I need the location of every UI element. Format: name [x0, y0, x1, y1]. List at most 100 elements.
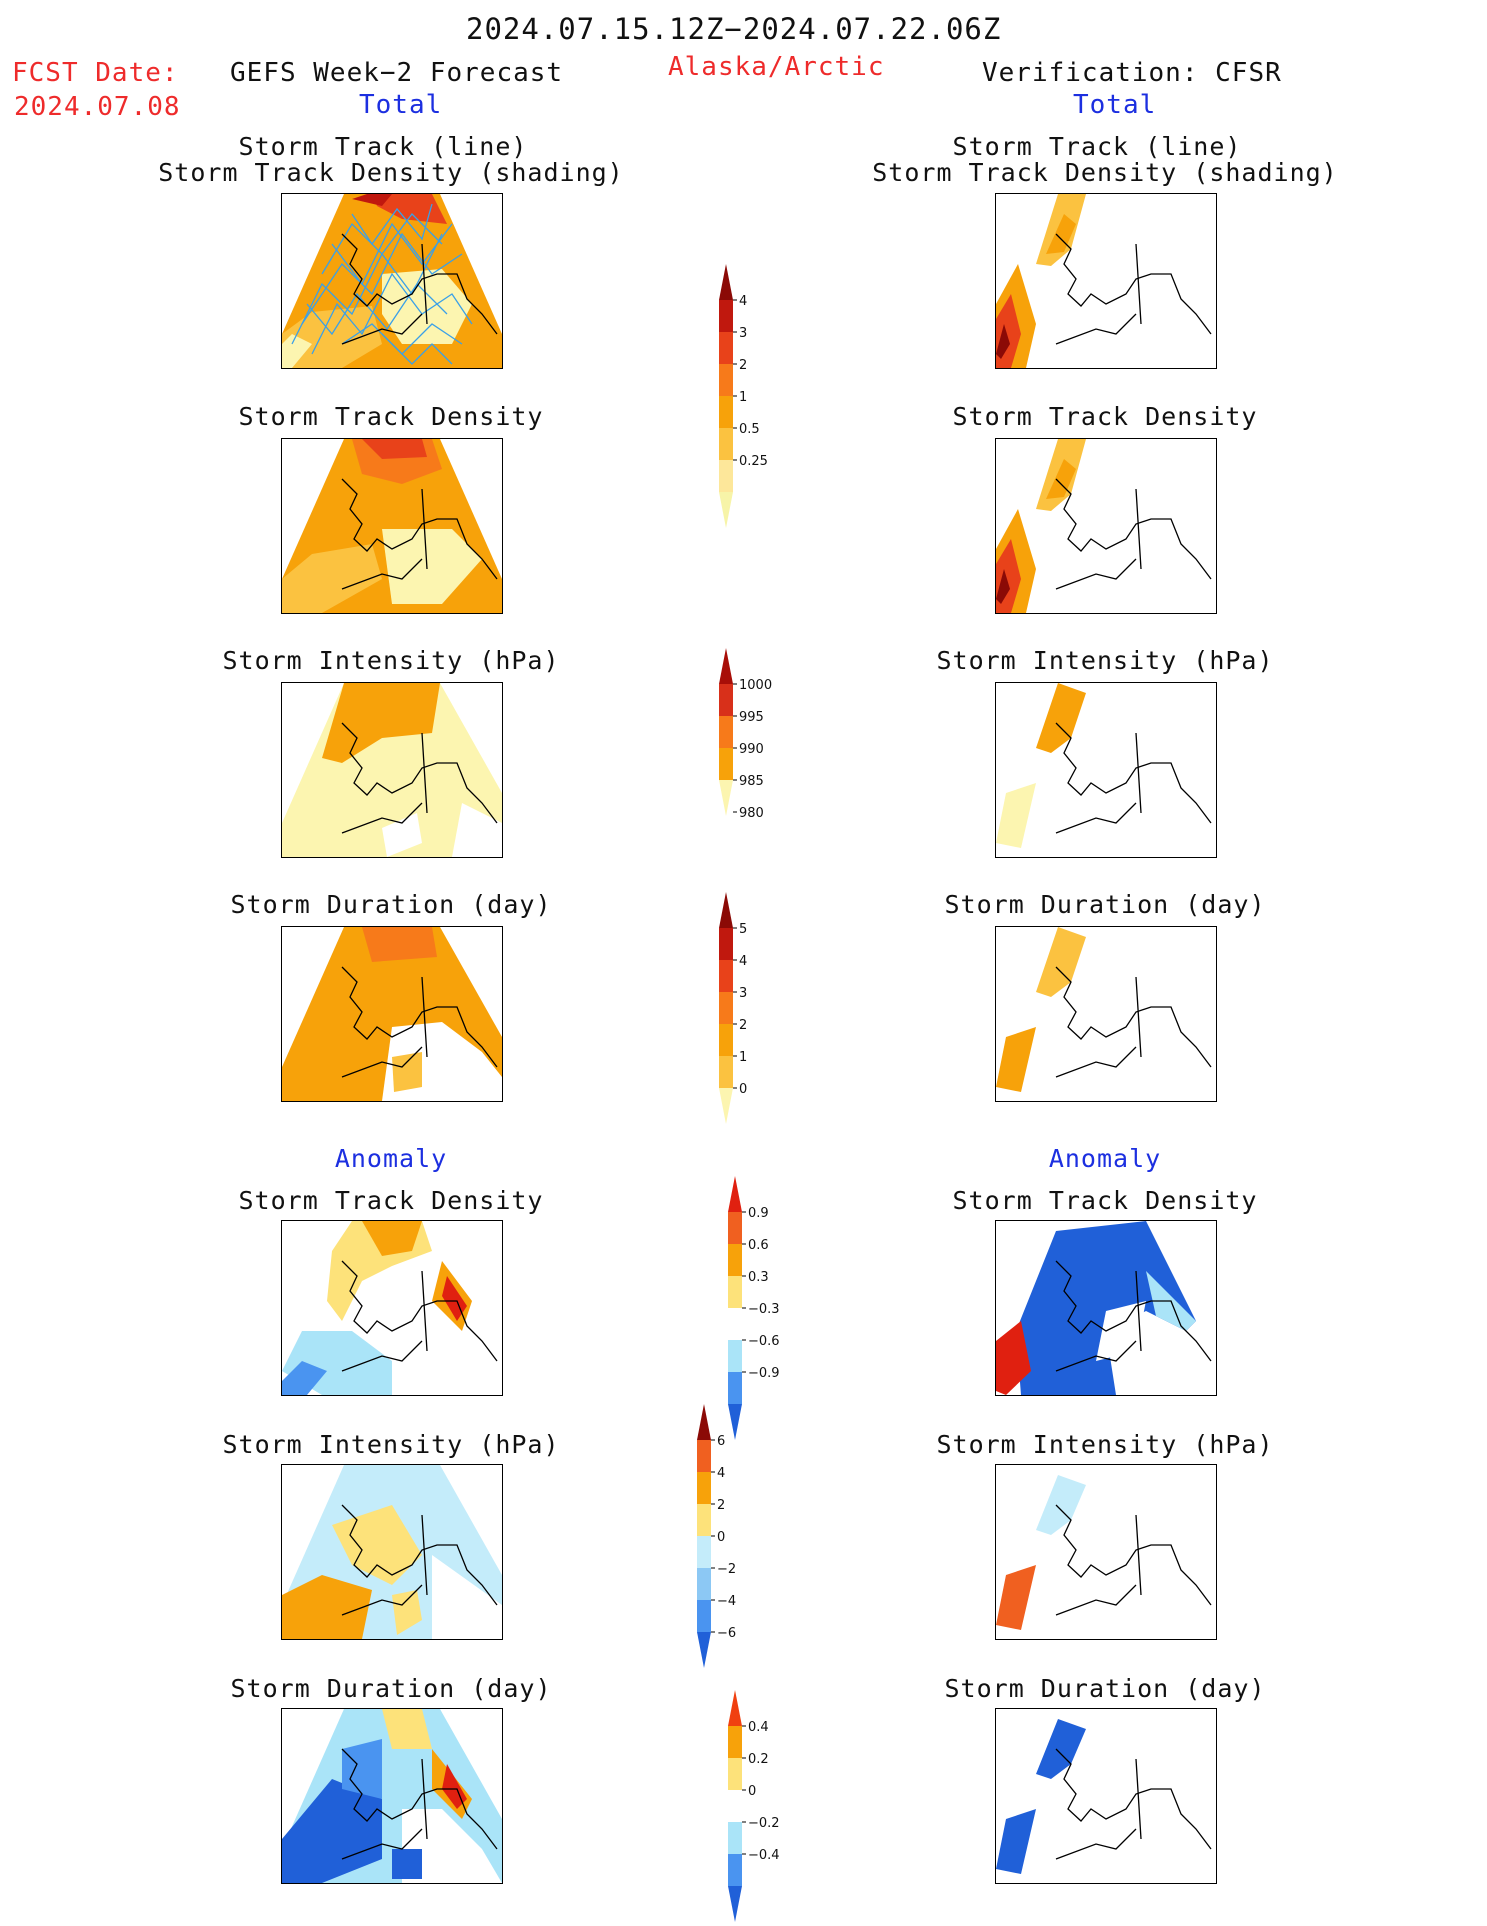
colorbar-segment	[728, 1244, 742, 1276]
coastline	[341, 1260, 498, 1372]
colorbar-label: 5	[739, 922, 747, 937]
coastline	[1055, 478, 1212, 590]
colorbar-segment	[728, 1790, 742, 1822]
colorbar-bottom-tip	[728, 1886, 742, 1922]
colorbar-duration-anomaly: 0.4 0.2 0 −0.2 −0.4	[728, 1690, 798, 1926]
colorbar-label: −0.6	[748, 1334, 780, 1349]
colorbar-segment	[728, 1726, 742, 1758]
coastline	[1055, 1748, 1212, 1860]
colorbar-label: −0.3	[748, 1302, 780, 1317]
colorbar-segment	[719, 300, 733, 332]
colorbar-segment	[697, 1536, 711, 1568]
region-title: Alaska/Arctic	[668, 52, 885, 82]
colorbar-bottom-tip	[719, 780, 733, 816]
panel-title: Storm Track Density	[238, 402, 544, 431]
colorbar-segment	[728, 1372, 742, 1404]
colorbar-segment	[697, 1568, 711, 1600]
colorbar-label: 2	[717, 1498, 725, 1513]
colorbar-segment	[719, 396, 733, 428]
colorbar-label: 990	[739, 742, 764, 757]
coastline	[1055, 1504, 1212, 1616]
map-gefs-density	[281, 438, 503, 614]
colorbar-bottom-tip	[719, 1088, 733, 1124]
colorbar-label: −0.2	[748, 1816, 780, 1831]
colorbar-segment	[728, 1276, 742, 1308]
colorbar-label: 0.9	[748, 1206, 769, 1221]
colorbar-segment	[697, 1504, 711, 1536]
colorbar-label: 0.2	[748, 1752, 769, 1767]
coastline	[1055, 233, 1212, 345]
colorbar-label: 980	[739, 806, 764, 821]
colorbar-label: 4	[739, 294, 747, 309]
colorbar-label: 4	[739, 954, 747, 969]
colorbar-label: −2	[717, 1562, 736, 1577]
storm-track-lines	[291, 203, 473, 365]
colorbar-segment	[719, 684, 733, 716]
map-cfsr-density	[995, 438, 1217, 614]
panel-title: Storm Duration (day)	[944, 1674, 1266, 1703]
colorbar-label: 985	[739, 774, 764, 789]
map-gefs-density-anomaly	[281, 1220, 503, 1396]
panel-title: Storm Track (line)	[238, 132, 528, 161]
coastline	[341, 478, 498, 590]
map-cfsr-intensity-anomaly	[995, 1464, 1217, 1640]
colorbar-density: 4 3 2 1 0.5 0.25	[719, 264, 789, 532]
map-gefs-intensity	[281, 682, 503, 858]
forecast-anomaly-label: Anomaly	[334, 1144, 448, 1173]
colorbar-segment	[719, 460, 733, 492]
colorbar-label: −6	[717, 1626, 736, 1641]
colorbar-segment	[697, 1472, 711, 1504]
coastline	[1055, 722, 1212, 834]
colorbar-segment	[728, 1212, 742, 1244]
colorbar-intensity: 1000 995 990 985 980	[719, 648, 789, 821]
map-cfsr-duration	[995, 926, 1217, 1102]
colorbar-label: 4	[717, 1466, 725, 1481]
colorbar-segment	[728, 1822, 742, 1854]
colorbar-segment	[728, 1340, 742, 1372]
forecast-model-title: GEFS Week−2 Forecast	[230, 58, 564, 88]
colorbar-top-tip	[719, 648, 733, 684]
colorbar-label: 2	[739, 1018, 747, 1033]
colorbar-label: 0.5	[739, 422, 760, 437]
colorbar-label: 0	[739, 1082, 747, 1097]
colorbar-segment	[728, 1854, 742, 1886]
colorbar-label: 0.25	[739, 454, 768, 469]
colorbar-label: 0	[717, 1530, 725, 1545]
panel-title: Storm Duration (day)	[230, 890, 552, 919]
colorbar-segment	[719, 716, 733, 748]
colorbar-label: 1000	[739, 678, 772, 693]
colorbar-label: 6	[717, 1434, 725, 1449]
panel-title: Storm Intensity (hPa)	[936, 646, 1274, 675]
coastline	[341, 966, 498, 1078]
colorbar-density-anomaly: 0.9 0.6 0.3 −0.3 −0.6 −0.9	[728, 1176, 798, 1444]
map-gefs-intensity-anomaly	[281, 1464, 503, 1640]
map-gefs-duration	[281, 926, 503, 1102]
colorbar-segment	[728, 1308, 742, 1340]
colorbar-duration: 5 4 3 2 1 0	[719, 892, 789, 1128]
colorbar-segment	[719, 748, 733, 780]
map-cfsr-density-anomaly	[995, 1220, 1217, 1396]
panel-title: Storm Intensity (hPa)	[222, 646, 560, 675]
colorbar-bottom-tip	[728, 1404, 742, 1440]
map-cfsr-intensity	[995, 682, 1217, 858]
map-cfsr-duration-anomaly	[995, 1708, 1217, 1884]
colorbar-label: 1	[739, 390, 747, 405]
colorbar-label: 0.6	[748, 1238, 769, 1253]
colorbar-segment	[719, 1056, 733, 1088]
map-gefs-storm-track	[281, 193, 503, 369]
colorbar-segment	[719, 428, 733, 460]
verification-total-label: Total	[1073, 90, 1157, 120]
colorbar-bottom-tip	[719, 492, 733, 528]
panel-title: Storm Intensity (hPa)	[936, 1430, 1274, 1459]
colorbar-top-tip	[719, 264, 733, 300]
fcst-date-value: 2024.07.08	[14, 92, 181, 122]
coastline	[341, 1748, 498, 1860]
colorbar-label: −0.4	[748, 1848, 780, 1863]
colorbar-segment	[719, 364, 733, 396]
verification-anomaly-label: Anomaly	[1048, 1144, 1162, 1173]
map-cfsr-storm-track	[995, 193, 1217, 369]
fcst-date-label: FCST Date:	[12, 58, 179, 88]
coastline	[341, 1504, 498, 1616]
colorbar-segment	[697, 1600, 711, 1632]
panel-title: Storm Intensity (hPa)	[222, 1430, 560, 1459]
